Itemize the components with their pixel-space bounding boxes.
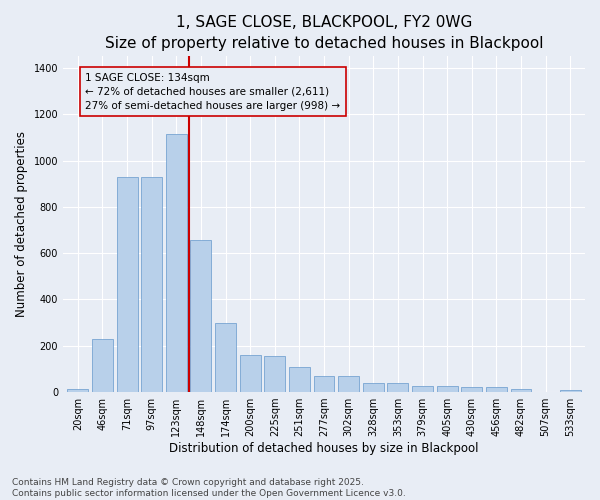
Bar — [141, 176, 162, 392]
Bar — [338, 376, 359, 392]
Bar — [437, 386, 458, 392]
Bar — [363, 384, 384, 392]
Bar — [239, 355, 260, 392]
Bar — [461, 387, 482, 392]
X-axis label: Distribution of detached houses by size in Blackpool: Distribution of detached houses by size … — [169, 442, 479, 455]
Bar — [289, 367, 310, 392]
Bar — [412, 386, 433, 392]
Bar — [116, 176, 137, 392]
Bar — [265, 356, 285, 392]
Text: 1 SAGE CLOSE: 134sqm
← 72% of detached houses are smaller (2,611)
27% of semi-de: 1 SAGE CLOSE: 134sqm ← 72% of detached h… — [85, 72, 340, 110]
Bar — [486, 387, 507, 392]
Bar — [314, 376, 334, 392]
Bar — [215, 322, 236, 392]
Bar — [560, 390, 581, 392]
Bar — [67, 388, 88, 392]
Title: 1, SAGE CLOSE, BLACKPOOL, FY2 0WG
Size of property relative to detached houses i: 1, SAGE CLOSE, BLACKPOOL, FY2 0WG Size o… — [105, 15, 543, 51]
Bar — [92, 339, 113, 392]
Y-axis label: Number of detached properties: Number of detached properties — [15, 131, 28, 317]
Bar — [166, 134, 187, 392]
Bar — [190, 240, 211, 392]
Text: Contains HM Land Registry data © Crown copyright and database right 2025.
Contai: Contains HM Land Registry data © Crown c… — [12, 478, 406, 498]
Bar — [388, 384, 409, 392]
Bar — [511, 388, 532, 392]
